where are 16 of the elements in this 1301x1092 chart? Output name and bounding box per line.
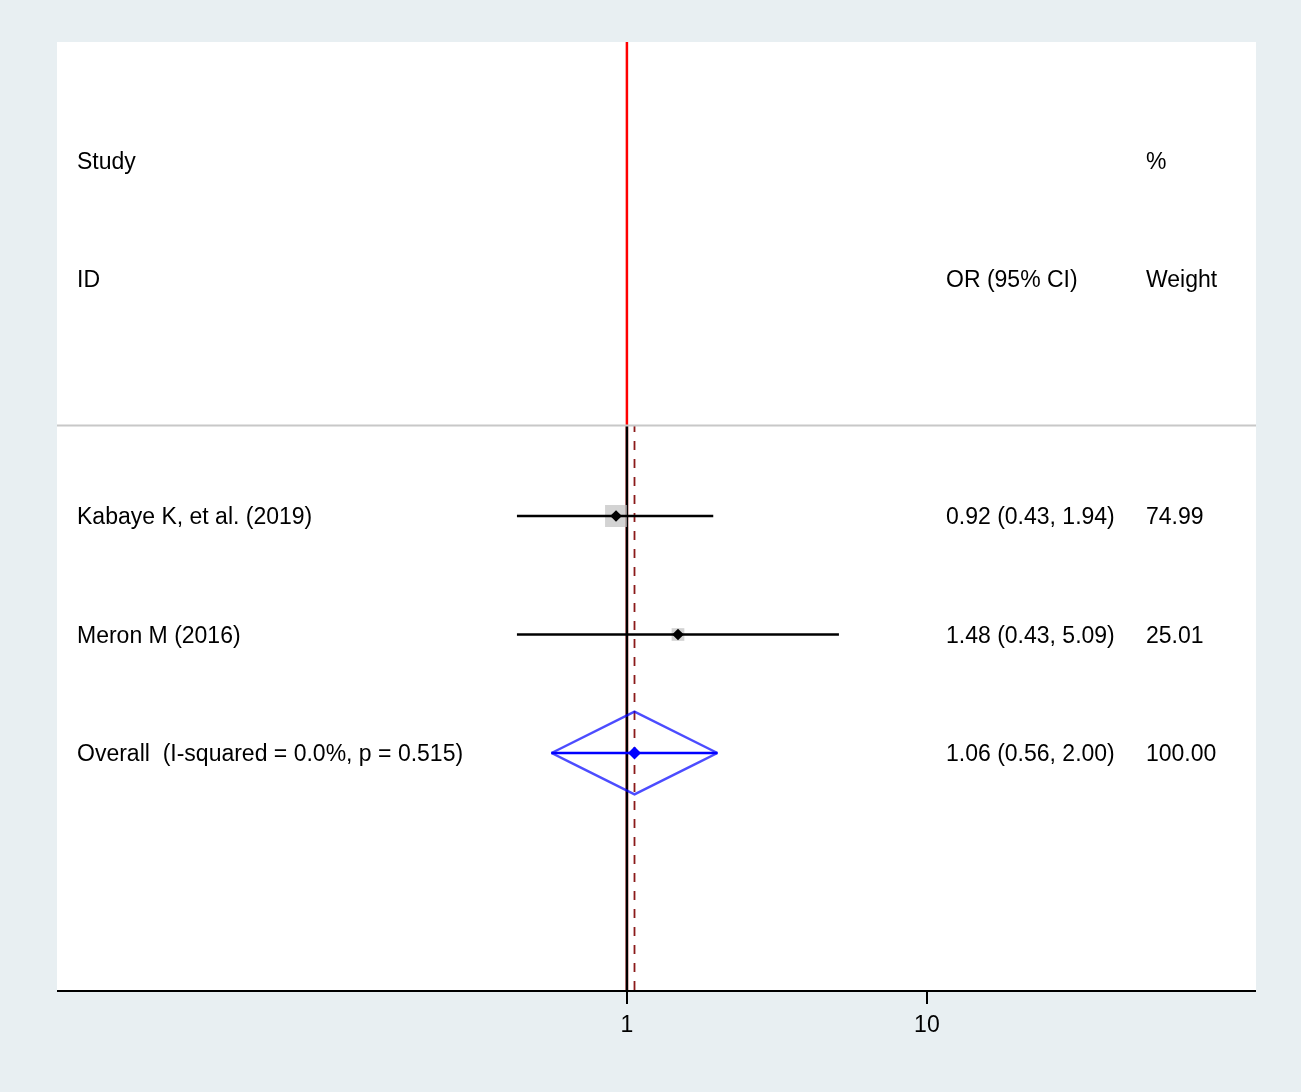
x-tick-label: 1	[620, 1010, 634, 1037]
annotation: 1.48 (0.43, 5.09)	[946, 622, 1115, 648]
text: Weight	[1146, 266, 1218, 292]
text: ID	[77, 266, 100, 292]
annotation: 0.92 (0.43, 1.94)	[946, 503, 1115, 529]
annotation: 25.01	[1146, 622, 1204, 648]
annotation: 100.00	[1146, 740, 1217, 766]
y-tick-label: Overall (I-squared = 0.0%, p = 0.515)	[77, 740, 464, 766]
x-tick-label: 10	[914, 1010, 940, 1037]
annotation: 74.99	[1146, 503, 1204, 529]
annotation: 1.06 (0.56, 2.00)	[946, 740, 1115, 766]
text: OR (95% CI)	[946, 266, 1078, 292]
y-tick-label: Kabaye K, et al. (2019)	[77, 503, 313, 529]
y-tick-label: Meron M (2016)	[77, 622, 241, 648]
text: Study	[77, 148, 137, 174]
text: %	[1146, 148, 1167, 174]
